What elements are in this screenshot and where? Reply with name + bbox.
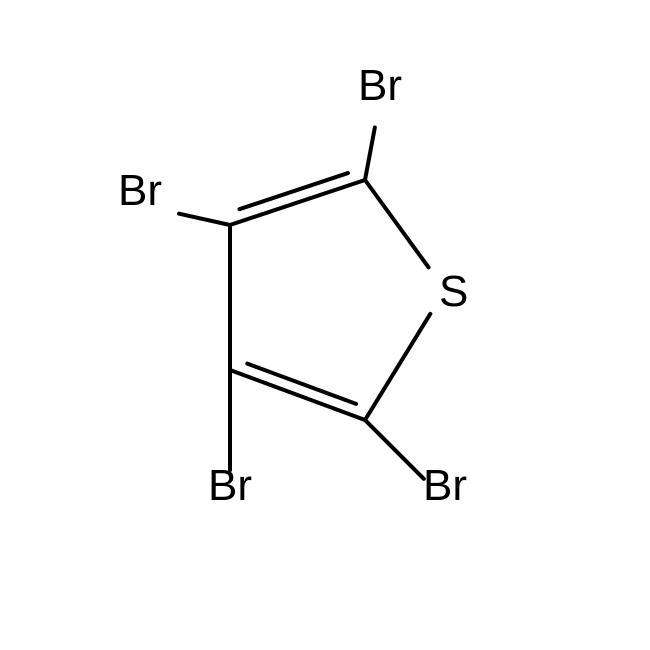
atom-label-br: Br: [423, 461, 467, 510]
bond-line: [365, 314, 430, 420]
chemical-structure: S Br Br Br Br: [0, 0, 650, 650]
atom-label-br: Br: [208, 461, 252, 510]
atom-label-br: Br: [118, 166, 162, 215]
bond-line: [365, 420, 424, 479]
bond-line: [179, 214, 230, 225]
bond-line: [230, 180, 365, 225]
bond-line: [365, 128, 375, 180]
atom-label-br: Br: [358, 61, 402, 110]
bond-line: [365, 180, 429, 267]
bond-line: [230, 370, 365, 420]
atom-label-s: S: [439, 267, 468, 316]
